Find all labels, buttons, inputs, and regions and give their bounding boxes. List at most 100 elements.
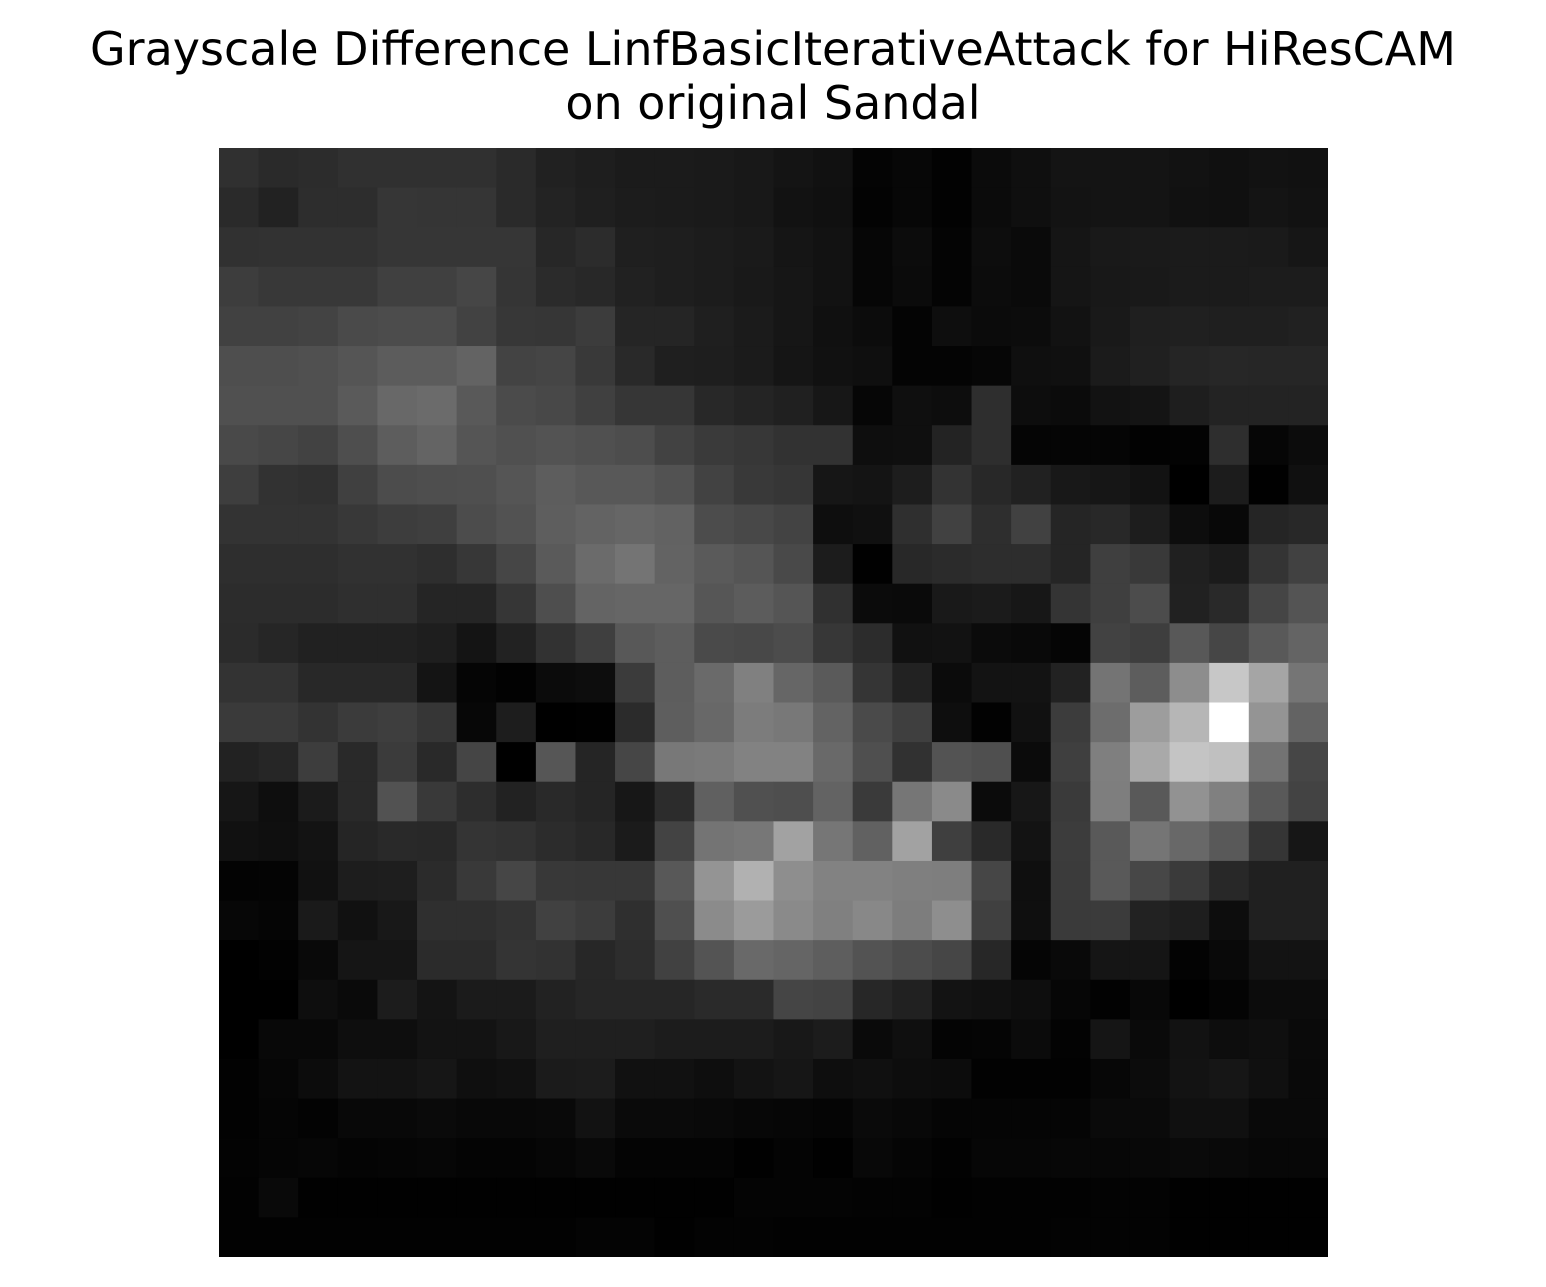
heatmap-cell-r4-c4 bbox=[377, 306, 418, 347]
heatmap-cell-r15-c3 bbox=[337, 742, 379, 783]
heatmap-cell-r23-c11 bbox=[654, 1058, 695, 1100]
heatmap-cell-r24-c23 bbox=[1129, 1098, 1171, 1139]
heatmap-cell-r27-c24 bbox=[1169, 1217, 1210, 1257]
heatmap-cell-r21-c18 bbox=[931, 979, 973, 1020]
heatmap-cell-r13-c11 bbox=[654, 662, 695, 704]
heatmap-cell-r6-c0 bbox=[219, 385, 260, 426]
heatmap-cell-r17-c0 bbox=[219, 821, 260, 862]
heatmap-cell-r10-c23 bbox=[1129, 544, 1171, 585]
heatmap-cell-r13-c8 bbox=[535, 662, 577, 704]
heatmap-cell-r1-c4 bbox=[377, 187, 418, 228]
heatmap-cell-r26-c1 bbox=[258, 1177, 299, 1218]
heatmap-cell-r11-c11 bbox=[654, 583, 695, 624]
heatmap-cell-r25-c11 bbox=[654, 1138, 695, 1179]
heatmap-cell-r7-c2 bbox=[298, 425, 339, 466]
heatmap-cell-r23-c0 bbox=[219, 1058, 260, 1100]
heatmap-cell-r23-c24 bbox=[1169, 1058, 1210, 1100]
heatmap-cell-r14-c24 bbox=[1169, 702, 1210, 743]
heatmap-cell-r2-c4 bbox=[377, 227, 418, 268]
heatmap-cell-r22-c13 bbox=[733, 1019, 775, 1060]
heatmap-cell-r4-c15 bbox=[813, 306, 854, 347]
heatmap-cell-r6-c2 bbox=[298, 385, 339, 426]
heatmap-cell-r17-c7 bbox=[496, 821, 537, 862]
heatmap-cell-r10-c27 bbox=[1288, 544, 1328, 585]
heatmap-cell-r24-c17 bbox=[892, 1098, 933, 1139]
heatmap-cell-r10-c25 bbox=[1209, 544, 1250, 585]
heatmap-cell-r19-c18 bbox=[931, 900, 973, 941]
heatmap-cell-r15-c15 bbox=[813, 742, 854, 783]
heatmap-cell-r4-c8 bbox=[535, 306, 577, 347]
heatmap-cell-r14-c14 bbox=[773, 702, 814, 743]
heatmap-cell-r17-c8 bbox=[535, 821, 577, 862]
heatmap-cell-r25-c12 bbox=[694, 1138, 735, 1179]
heatmap-cell-r1-c26 bbox=[1248, 187, 1289, 228]
heatmap-cell-r0-c22 bbox=[1090, 148, 1131, 189]
heatmap-cell-r9-c10 bbox=[615, 504, 656, 545]
heatmap-cell-r4-c19 bbox=[971, 306, 1012, 347]
heatmap-cell-r9-c23 bbox=[1129, 504, 1171, 545]
heatmap-cell-r26-c13 bbox=[733, 1177, 775, 1218]
heatmap-cell-r3-c16 bbox=[852, 266, 893, 308]
heatmap-cell-r27-c21 bbox=[1050, 1217, 1091, 1257]
heatmap-cell-r8-c20 bbox=[1011, 464, 1052, 506]
heatmap-cell-r19-c26 bbox=[1248, 900, 1289, 941]
heatmap-cell-r14-c17 bbox=[892, 702, 933, 743]
heatmap-cell-r2-c19 bbox=[971, 227, 1012, 268]
heatmap-cell-r10-c8 bbox=[535, 544, 577, 585]
heatmap-cell-r13-c16 bbox=[852, 662, 893, 704]
heatmap-cell-r22-c5 bbox=[417, 1019, 458, 1060]
heatmap-cell-r18-c27 bbox=[1288, 860, 1328, 902]
heatmap-cell-r14-c1 bbox=[258, 702, 299, 743]
heatmap-cell-r1-c24 bbox=[1169, 187, 1210, 228]
heatmap-cell-r23-c15 bbox=[813, 1058, 854, 1100]
heatmap-cell-r18-c7 bbox=[496, 860, 537, 902]
heatmap-cell-r13-c5 bbox=[417, 662, 458, 704]
heatmap-cell-r5-c25 bbox=[1209, 346, 1250, 387]
heatmap-cell-r1-c8 bbox=[535, 187, 577, 228]
heatmap-cell-r3-c18 bbox=[931, 266, 973, 308]
heatmap-cell-r27-c10 bbox=[615, 1217, 656, 1257]
heatmap-cell-r7-c23 bbox=[1129, 425, 1171, 466]
heatmap-cell-r1-c7 bbox=[496, 187, 537, 228]
heatmap-cell-r26-c19 bbox=[971, 1177, 1012, 1218]
heatmap-cell-r13-c13 bbox=[733, 662, 775, 704]
heatmap-cell-r20-c21 bbox=[1050, 940, 1091, 981]
heatmap-cell-r4-c5 bbox=[417, 306, 458, 347]
heatmap-cell-r5-c19 bbox=[971, 346, 1012, 387]
heatmap-cell-r5-c4 bbox=[377, 346, 418, 387]
heatmap-cell-r20-c24 bbox=[1169, 940, 1210, 981]
heatmap-cell-r9-c11 bbox=[654, 504, 695, 545]
heatmap-cell-r4-c12 bbox=[694, 306, 735, 347]
heatmap-cell-r27-c7 bbox=[496, 1217, 537, 1257]
heatmap-cell-r2-c26 bbox=[1248, 227, 1289, 268]
heatmap-cell-r24-c14 bbox=[773, 1098, 814, 1139]
heatmap-cell-r3-c10 bbox=[615, 266, 656, 308]
heatmap-cell-r22-c20 bbox=[1011, 1019, 1052, 1060]
heatmap-cell-r18-c10 bbox=[615, 860, 656, 902]
heatmap-cell-r13-c12 bbox=[694, 662, 735, 704]
heatmap-cell-r21-c4 bbox=[377, 979, 418, 1020]
heatmap-cell-r4-c1 bbox=[258, 306, 299, 347]
heatmap-cell-r2-c23 bbox=[1129, 227, 1171, 268]
heatmap-cell-r24-c18 bbox=[931, 1098, 973, 1139]
heatmap-cell-r27-c6 bbox=[456, 1217, 497, 1257]
heatmap-cell-r24-c26 bbox=[1248, 1098, 1289, 1139]
heatmap-cell-r25-c24 bbox=[1169, 1138, 1210, 1179]
heatmap-cell-r6-c27 bbox=[1288, 385, 1328, 426]
heatmap-cell-r5-c2 bbox=[298, 346, 339, 387]
heatmap-cell-r6-c16 bbox=[852, 385, 893, 426]
heatmap-cell-r13-c14 bbox=[773, 662, 814, 704]
heatmap-cell-r19-c25 bbox=[1209, 900, 1250, 941]
heatmap-cell-r2-c20 bbox=[1011, 227, 1052, 268]
heatmap-cell-r11-c16 bbox=[852, 583, 893, 624]
heatmap-cell-r23-c26 bbox=[1248, 1058, 1289, 1100]
heatmap-cell-r21-c14 bbox=[773, 979, 814, 1020]
heatmap-cell-r12-c2 bbox=[298, 623, 339, 664]
heatmap-cell-r5-c7 bbox=[496, 346, 537, 387]
heatmap-cell-r25-c22 bbox=[1090, 1138, 1131, 1179]
heatmap-cell-r23-c9 bbox=[575, 1058, 616, 1100]
heatmap-cell-r25-c14 bbox=[773, 1138, 814, 1179]
heatmap-cell-r23-c2 bbox=[298, 1058, 339, 1100]
heatmap-cell-r13-c15 bbox=[813, 662, 854, 704]
heatmap-cell-r20-c12 bbox=[694, 940, 735, 981]
